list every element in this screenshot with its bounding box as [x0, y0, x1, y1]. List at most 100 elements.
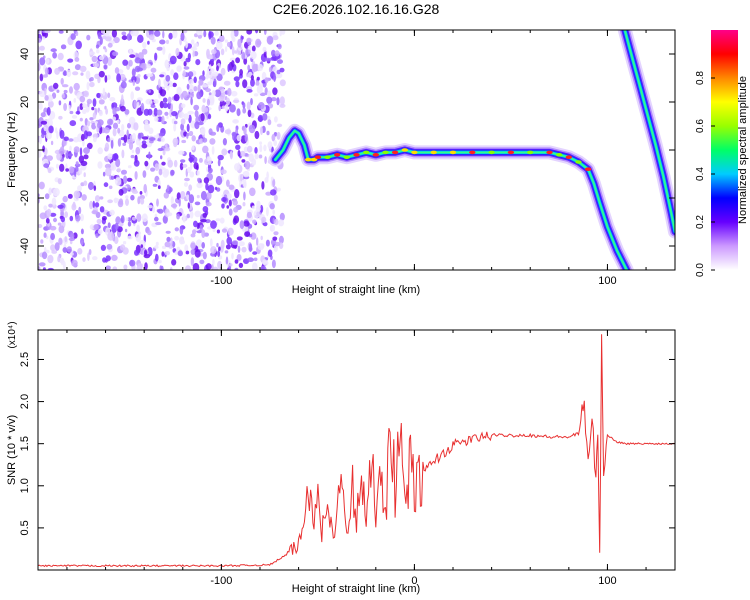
noise-blob — [216, 242, 219, 248]
noise-blob — [107, 199, 113, 204]
ridge-hotspot — [334, 153, 341, 157]
noise-blob — [80, 72, 84, 76]
noise-blob — [57, 204, 64, 209]
noise-blob — [86, 120, 91, 127]
noise-blob — [185, 57, 191, 63]
ridge-hotspot — [556, 153, 563, 157]
noise-blob — [254, 153, 259, 160]
noise-blob — [208, 128, 213, 136]
noise-blob — [189, 210, 194, 219]
noise-blob — [121, 94, 124, 103]
noise-blob — [209, 238, 213, 247]
noise-blob — [198, 79, 204, 86]
noise-blob — [122, 59, 129, 66]
noise-blob — [209, 58, 215, 63]
noise-blob — [239, 220, 245, 230]
noise-blob — [103, 46, 106, 50]
noise-blob — [267, 119, 272, 126]
noise-blob — [153, 107, 158, 117]
noise-blob — [194, 249, 201, 258]
snr-y-axis-label: SNR (10 * v/v) — [6, 415, 18, 485]
noise-blob — [225, 97, 231, 106]
noise-blob — [97, 161, 103, 169]
noise-blob — [196, 194, 200, 199]
noise-blob — [217, 250, 221, 257]
noise-blob — [155, 221, 162, 226]
noise-blob — [116, 119, 120, 124]
noise-blob — [43, 205, 48, 211]
noise-blob — [243, 57, 248, 65]
noise-blob — [136, 224, 140, 233]
noise-blob — [264, 30, 267, 35]
noise-blob — [80, 240, 84, 246]
noise-blob — [241, 51, 246, 60]
noise-blob — [121, 149, 125, 159]
noise-blob — [78, 206, 82, 215]
noise-blob — [144, 249, 148, 256]
noise-blob — [154, 116, 159, 122]
noise-blob — [82, 109, 87, 115]
noise-blob — [102, 87, 106, 97]
noise-blob — [192, 229, 197, 235]
noise-blob — [203, 177, 210, 184]
noise-blob — [216, 124, 220, 132]
noise-blob — [271, 259, 276, 269]
colorbar-tick-label: 0.0 — [695, 263, 706, 277]
colorbar: 0.0 0.2 0.4 0.6 0.8 Normalized spectral ampl… — [695, 30, 749, 277]
noise-blob — [46, 155, 53, 162]
noise-blob — [276, 187, 282, 192]
noise-blob — [86, 81, 90, 91]
ridge-hotspot — [430, 150, 437, 155]
noise-blob — [243, 220, 250, 227]
noise-blob — [121, 31, 127, 36]
noise-blob — [89, 200, 94, 210]
noise-blob — [186, 213, 191, 219]
noise-blob — [192, 262, 200, 270]
noise-blob — [205, 202, 212, 207]
noise-blob — [182, 164, 188, 168]
noise-blob — [251, 205, 255, 210]
noise-blob — [195, 239, 203, 248]
snr-x-axis-label: Height of straight line (km) — [292, 583, 420, 595]
noise-blob — [159, 89, 167, 97]
noise-blob — [54, 67, 60, 75]
noise-blob — [199, 259, 205, 265]
noise-blob — [269, 203, 275, 210]
noise-blob — [227, 64, 230, 72]
noise-blob — [134, 86, 141, 91]
spectral-ridges — [268, 30, 675, 270]
noise-blob — [221, 148, 228, 156]
x-tick-label: -100 — [210, 575, 232, 587]
noise-blob — [79, 117, 83, 122]
noise-blob — [57, 255, 61, 263]
noise-blob — [259, 141, 263, 145]
noise-blob — [254, 147, 258, 154]
noise-blob — [270, 56, 277, 61]
noise-blob — [117, 138, 122, 147]
ridge-hotspot — [584, 167, 592, 171]
noise-blob — [189, 171, 195, 178]
noise-blob — [224, 129, 232, 135]
noise-blob — [170, 69, 175, 76]
noise-blob — [145, 98, 153, 105]
noise-blob — [112, 266, 118, 270]
noise-blob — [123, 264, 128, 270]
noise-blob — [157, 185, 161, 190]
noise-blob — [67, 193, 73, 199]
noise-blob — [190, 248, 196, 255]
noise-blob — [121, 169, 127, 175]
noise-blob — [166, 115, 169, 119]
noise-blob — [158, 78, 161, 88]
ridge-1-layer-5 — [624, 30, 675, 233]
x-tick-label: 0 — [411, 575, 417, 587]
noise-blob — [46, 118, 53, 128]
noise-blob — [49, 110, 56, 120]
noise-blob — [93, 185, 97, 191]
noise-blob — [75, 161, 79, 166]
noise-blob — [161, 161, 166, 166]
noise-blob — [170, 169, 175, 176]
noise-blob — [40, 120, 48, 125]
noise-blob — [171, 111, 178, 117]
ridge-hotspot — [565, 155, 572, 159]
